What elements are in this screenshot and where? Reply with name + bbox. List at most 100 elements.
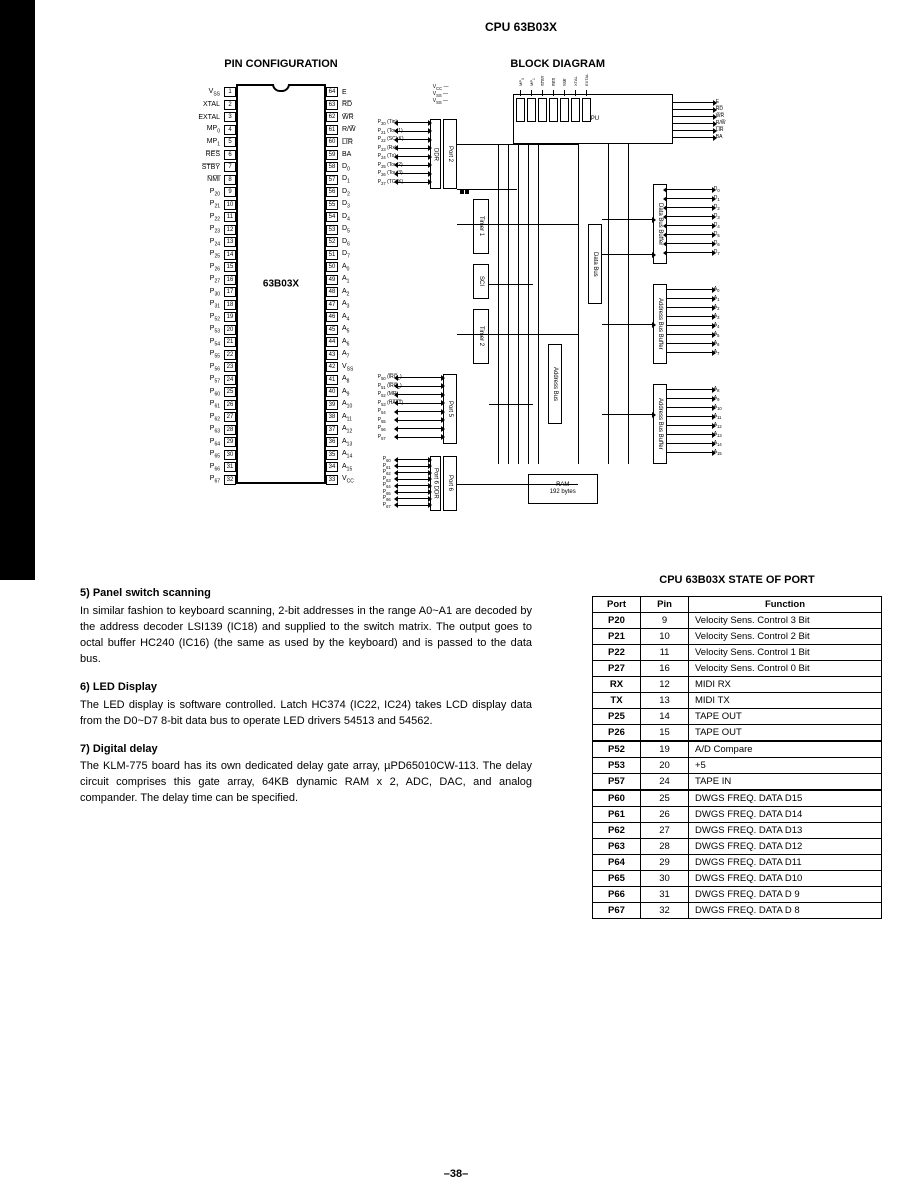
table-row: P6328DWGS FREQ. DATA D12 — [593, 839, 882, 855]
cell-pin: 12 — [641, 677, 689, 693]
cell-pin: 29 — [641, 855, 689, 871]
pin-right-53: 53D5 — [324, 224, 350, 237]
pin-right-47: 47A3 — [324, 299, 349, 312]
cell-fn: A/D Compare — [689, 741, 882, 758]
bd-line — [673, 123, 713, 124]
section-body: The KLM-775 board has its own dedicated … — [80, 759, 532, 807]
pin-label: S̅T̅B̅Y̅ — [194, 164, 220, 171]
bd-label: P52 (MR) — [378, 391, 398, 398]
pin-left-30: P6530 — [194, 449, 238, 462]
pin-label: P53 — [194, 325, 220, 334]
pin-left-24: P5724 — [194, 374, 238, 387]
pin-label: P67 — [194, 475, 220, 484]
bd-line — [667, 225, 712, 226]
bd-line — [608, 144, 609, 464]
table-row: P5320+5 — [593, 758, 882, 774]
pin-label: BA — [342, 151, 351, 158]
bd-line — [673, 109, 713, 110]
pin-left-28: P6328 — [194, 424, 238, 437]
cell-pin: 24 — [641, 774, 689, 791]
section-head: 5) Panel switch scanning — [80, 586, 532, 602]
pin-right-61: 61R/W̅ — [324, 124, 356, 137]
pin-left-7: S̅T̅B̅Y̅7 — [194, 161, 238, 174]
pin-number: 62 — [326, 112, 338, 122]
bd-cpu-sub — [538, 98, 547, 122]
bd-cpu-sub — [516, 98, 525, 122]
bd-line — [398, 122, 428, 123]
cell-fn: DWGS FREQ. DATA D11 — [689, 855, 882, 871]
cell-pin: 25 — [641, 790, 689, 807]
pin-label: P64 — [194, 438, 220, 447]
bd-line — [398, 411, 441, 412]
pin-label: A5 — [342, 325, 349, 334]
pin-number: 37 — [326, 425, 338, 435]
pin-number: 26 — [224, 400, 236, 410]
bd-line — [398, 420, 441, 421]
bd-label: P50 (I̅R̅Q̅1) — [378, 374, 402, 381]
block-diagram-title: BLOCK DIAGRAM — [510, 58, 605, 70]
pin-label: P60 — [194, 388, 220, 397]
cell-port: P20 — [593, 613, 641, 629]
cell-pin: 26 — [641, 807, 689, 823]
pin-label: MP0 — [194, 125, 220, 134]
pin-label: P55 — [194, 350, 220, 359]
cell-port: P25 — [593, 709, 641, 725]
pin-right-59: 59BA — [324, 149, 351, 162]
pin-number: 58 — [326, 162, 338, 172]
bd-line — [518, 144, 519, 464]
bd-line — [520, 90, 521, 96]
bd-line — [602, 219, 652, 220]
bd-ram: RAM192 bytes — [528, 474, 598, 504]
pin-right-58: 58D0 — [324, 161, 350, 174]
cell-pin: 13 — [641, 693, 689, 709]
table-row: P6631DWGS FREQ. DATA D 9 — [593, 887, 882, 903]
bd-label: P25 (Tout2) — [378, 162, 403, 169]
bd-label: A12 — [714, 422, 722, 429]
pin-left-3: EXTAL3 — [194, 111, 238, 124]
cell-pin: 16 — [641, 661, 689, 677]
cell-port: P65 — [593, 871, 641, 887]
pin-number: 63 — [326, 100, 338, 110]
pin-number: 51 — [326, 250, 338, 260]
bd-line — [667, 216, 712, 217]
pin-left-16: P2716 — [194, 274, 238, 287]
table-row: P6126DWGS FREQ. DATA D14 — [593, 807, 882, 823]
pin-label: D5 — [342, 225, 350, 234]
cell-pin: 15 — [641, 725, 689, 742]
table-col-head: Function — [689, 597, 882, 613]
cell-port: P63 — [593, 839, 641, 855]
pin-number: 55 — [326, 200, 338, 210]
pin-label: P61 — [194, 400, 220, 409]
bd-line — [602, 414, 652, 415]
bd-label: A13 — [714, 431, 722, 438]
pin-number: 46 — [326, 312, 338, 322]
pin-label: A11 — [342, 413, 352, 422]
pin-label: P62 — [194, 413, 220, 422]
pin-label: R̅E̅S̅ — [194, 151, 220, 158]
cell-fn: DWGS FREQ. DATA D10 — [689, 871, 882, 887]
cell-pin: 32 — [641, 903, 689, 919]
pin-number: 33 — [326, 475, 338, 485]
bd-label: A7 — [714, 349, 720, 356]
bd-line — [489, 404, 533, 405]
cell-pin: 20 — [641, 758, 689, 774]
pin-number: 14 — [224, 250, 236, 260]
cell-pin: 9 — [641, 613, 689, 629]
cell-port: P66 — [593, 887, 641, 903]
bd-line — [667, 289, 712, 290]
bd-label: P55 — [378, 417, 386, 424]
table-row: P209Velocity Sens. Control 3 Bit — [593, 613, 882, 629]
pin-label: D4 — [342, 213, 350, 222]
cell-pin: 14 — [641, 709, 689, 725]
bd-line — [398, 428, 441, 429]
bd-line — [667, 316, 712, 317]
pin-number: 4 — [224, 125, 236, 135]
cell-fn: Velocity Sens. Control 3 Bit — [689, 613, 882, 629]
pin-number: 3 — [224, 112, 236, 122]
pin-right-49: 49A1 — [324, 274, 349, 287]
pin-number: 16 — [224, 275, 236, 285]
pin-left-12: P2312 — [194, 224, 238, 237]
bd-label: A4 — [714, 322, 720, 329]
pin-number: 2 — [224, 100, 236, 110]
bd-line — [498, 144, 499, 464]
